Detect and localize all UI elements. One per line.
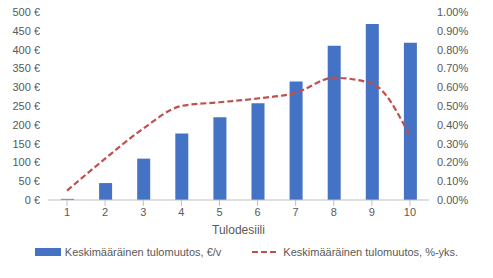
svg-text:0.10%: 0.10%: [437, 175, 468, 187]
svg-text:0 €: 0 €: [25, 194, 40, 206]
svg-text:150 €: 150 €: [12, 138, 40, 150]
svg-text:50 €: 50 €: [19, 175, 40, 187]
svg-text:7: 7: [293, 206, 299, 218]
svg-text:0.40%: 0.40%: [437, 119, 468, 131]
svg-text:6: 6: [254, 206, 260, 218]
svg-text:Tulodesiili: Tulodesiili: [212, 223, 265, 236]
svg-text:1: 1: [64, 206, 70, 218]
svg-text:0.50%: 0.50%: [437, 100, 468, 112]
svg-text:0.30%: 0.30%: [437, 138, 468, 150]
svg-text:1.00%: 1.00%: [437, 6, 468, 18]
svg-text:350 €: 350 €: [12, 62, 40, 74]
svg-text:300 €: 300 €: [12, 81, 40, 93]
svg-text:0.20%: 0.20%: [437, 156, 468, 168]
html-text:Keskimääräinen tulomuutos, €/v: Keskimääräinen tulomuutos, €/v: [64, 246, 222, 258]
svg-text:100 €: 100 €: [12, 156, 40, 168]
svg-text:400 €: 400 €: [12, 44, 40, 56]
svg-text:0.90%: 0.90%: [437, 25, 468, 37]
html-text:Keskimääräinen tulomuutos, %-y: Keskimääräinen tulomuutos, %-yks.: [283, 246, 459, 258]
svg-text:10: 10: [404, 206, 416, 218]
svg-text:9: 9: [369, 206, 375, 218]
svg-text:8: 8: [331, 206, 337, 218]
svg-text:450 €: 450 €: [12, 25, 40, 37]
svg-text:0.60%: 0.60%: [437, 81, 468, 93]
svg-text:0.70%: 0.70%: [437, 62, 468, 74]
svg-text:200 €: 200 €: [12, 119, 40, 131]
svg-text:250 €: 250 €: [12, 100, 40, 112]
svg-text:0.80%: 0.80%: [437, 44, 468, 56]
svg-text:2: 2: [102, 206, 108, 218]
svg-text:0.00%: 0.00%: [437, 194, 468, 206]
svg-text:5: 5: [216, 206, 222, 218]
svg-text:3: 3: [140, 206, 146, 218]
svg-text:500 €: 500 €: [12, 6, 40, 18]
svg-text:4: 4: [178, 206, 184, 218]
